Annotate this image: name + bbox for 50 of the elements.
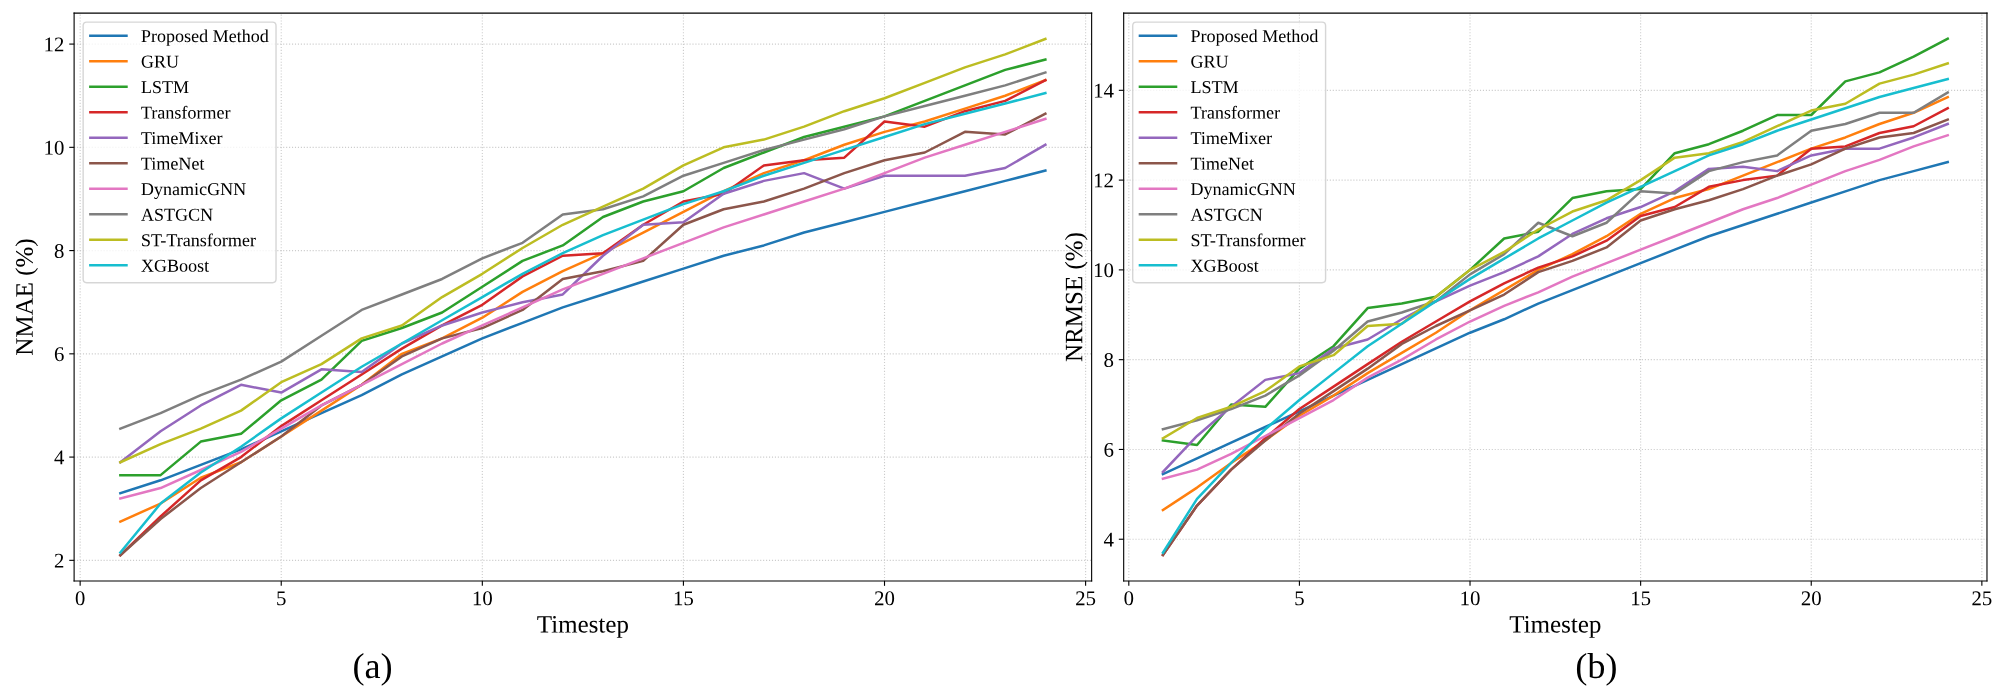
- legend-label: TimeMixer: [141, 132, 223, 145]
- legend-label: XGBoost: [1190, 259, 1259, 272]
- legend-label: TimeNet: [1190, 157, 1254, 170]
- legend-label: Transformer: [141, 105, 231, 119]
- text: (b): [1576, 652, 1616, 686]
- legend-label: ASTGCN: [1190, 208, 1263, 221]
- x-tick-label: 25: [1076, 591, 1096, 606]
- legend-label: LSTM: [141, 81, 189, 94]
- legend-label: ST-Transformer: [1191, 233, 1306, 247]
- y-tick-label: 2: [54, 553, 64, 568]
- y-axis-title: NRMSE (%): [1064, 233, 1088, 362]
- x-tick-label: 15: [1632, 591, 1651, 606]
- y-tick-label: 8: [54, 243, 64, 259]
- y-tick-label: 6: [1104, 442, 1114, 457]
- x-axis-title: Timestep: [537, 615, 628, 638]
- x-tick-label: 25: [1972, 591, 1992, 606]
- legend-label: ST-Transformer: [142, 233, 256, 247]
- legend-label: ASTGCN: [141, 208, 213, 221]
- x-tick-label: 20: [875, 591, 895, 606]
- text: (a): [354, 652, 392, 686]
- legend-label: DynamicGNN: [1191, 183, 1296, 199]
- legend-label: LSTM: [1191, 81, 1239, 94]
- y-tick-label: 14: [1094, 83, 1114, 98]
- y-tick-label: 6: [54, 347, 64, 362]
- legend-label: Transformer: [1190, 105, 1280, 119]
- legend-label: TimeNet: [141, 157, 205, 170]
- x-tick-label: 10: [1461, 591, 1480, 606]
- legend-label: GRU: [141, 55, 179, 68]
- x-tick-label: 20: [1801, 591, 1821, 606]
- x-tick-label: 5: [277, 591, 286, 606]
- x-tick-label: 0: [75, 591, 85, 606]
- legend-label: GRU: [1191, 55, 1229, 68]
- y-tick-label: 10: [45, 140, 64, 155]
- y-axis-title: NMAE (%): [15, 239, 38, 355]
- x-axis-title: Timestep: [1509, 615, 1601, 638]
- legend-label: DynamicGNN: [141, 183, 246, 199]
- y-tick-label: 10: [1094, 263, 1114, 278]
- legend-label: TimeMixer: [1190, 132, 1272, 145]
- legend-label: Proposed Method: [141, 29, 269, 46]
- y-tick-label: 4: [1103, 532, 1114, 547]
- x-tick-label: 15: [674, 591, 694, 606]
- legend-label: XGBoost: [141, 259, 210, 272]
- y-tick-label: 4: [54, 450, 65, 465]
- y-tick-label: 12: [1094, 173, 1113, 188]
- legend-label: Proposed Method: [1191, 29, 1319, 46]
- x-tick-label: 5: [1295, 591, 1304, 606]
- x-tick-label: 0: [1124, 591, 1134, 606]
- y-tick-label: 8: [1104, 353, 1114, 368]
- y-tick-label: 12: [45, 37, 64, 52]
- x-tick-label: 10: [473, 591, 492, 606]
